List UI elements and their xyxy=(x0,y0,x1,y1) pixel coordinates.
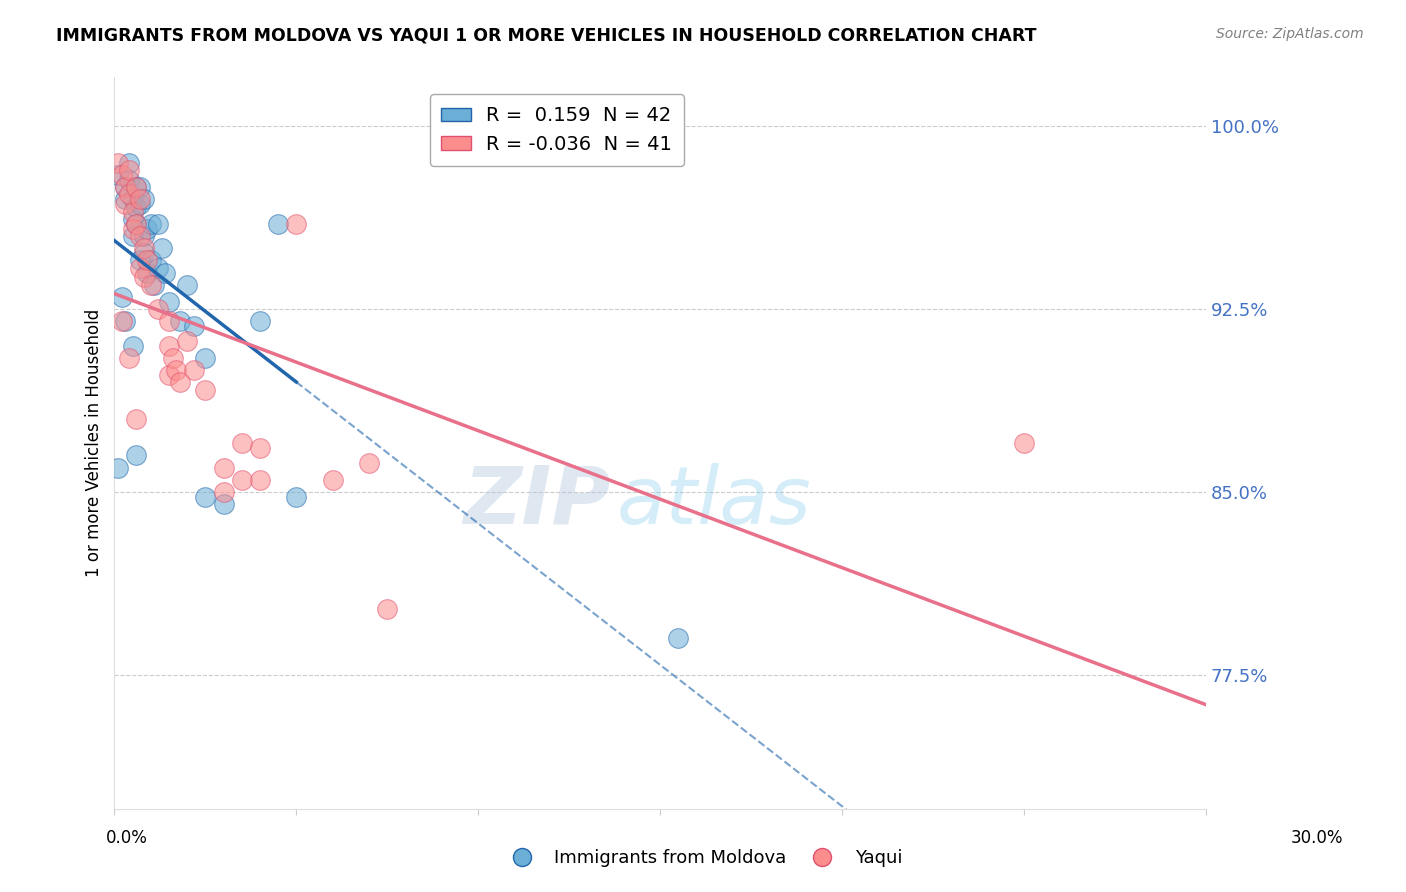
Point xyxy=(111,168,134,182)
Point xyxy=(231,436,253,450)
Point xyxy=(121,229,143,244)
Point xyxy=(107,155,129,169)
Point xyxy=(155,266,177,280)
Point xyxy=(118,163,141,178)
Text: Source: ZipAtlas.com: Source: ZipAtlas.com xyxy=(1216,27,1364,41)
Point xyxy=(212,460,235,475)
Point xyxy=(121,211,143,226)
Point xyxy=(157,294,180,309)
Point xyxy=(375,602,398,616)
Y-axis label: 1 or more Vehicles in Household: 1 or more Vehicles in Household xyxy=(86,310,103,577)
Point xyxy=(162,351,184,365)
Point xyxy=(125,412,148,426)
Point xyxy=(114,193,136,207)
Point xyxy=(107,460,129,475)
Point xyxy=(107,168,129,182)
Point xyxy=(212,497,235,511)
Point xyxy=(183,319,205,334)
Point xyxy=(1012,436,1035,450)
Point xyxy=(194,383,217,397)
Point xyxy=(128,197,150,211)
Point xyxy=(114,197,136,211)
Text: IMMIGRANTS FROM MOLDOVA VS YAQUI 1 OR MORE VEHICLES IN HOUSEHOLD CORRELATION CHA: IMMIGRANTS FROM MOLDOVA VS YAQUI 1 OR MO… xyxy=(56,27,1036,45)
Text: atlas: atlas xyxy=(616,463,811,541)
Point xyxy=(285,217,308,231)
Point xyxy=(322,473,344,487)
Point xyxy=(128,180,150,194)
Point xyxy=(139,277,162,292)
Point xyxy=(157,314,180,328)
Point xyxy=(125,217,148,231)
Point xyxy=(118,351,141,365)
Point xyxy=(157,368,180,382)
Point xyxy=(169,314,191,328)
Point xyxy=(136,253,159,268)
Point xyxy=(132,241,155,255)
Point xyxy=(114,314,136,328)
Point xyxy=(132,270,155,285)
Point xyxy=(146,217,169,231)
Legend: R =  0.159  N = 42, R = -0.036  N = 41: R = 0.159 N = 42, R = -0.036 N = 41 xyxy=(430,95,683,166)
Point xyxy=(132,246,155,260)
Point xyxy=(111,314,134,328)
Point xyxy=(132,229,155,244)
Point xyxy=(249,314,271,328)
Legend: Immigrants from Moldova, Yaqui: Immigrants from Moldova, Yaqui xyxy=(496,842,910,874)
Point xyxy=(136,221,159,235)
Point xyxy=(212,485,235,500)
Point xyxy=(139,253,162,268)
Point xyxy=(128,229,150,244)
Point xyxy=(111,290,134,304)
Point xyxy=(143,277,166,292)
Point xyxy=(125,180,148,194)
Point xyxy=(114,180,136,194)
Point xyxy=(666,632,689,646)
Point xyxy=(194,490,217,504)
Point xyxy=(146,302,169,317)
Point xyxy=(231,473,253,487)
Point xyxy=(121,221,143,235)
Point xyxy=(267,217,290,231)
Point xyxy=(132,193,155,207)
Point xyxy=(157,339,180,353)
Point xyxy=(118,155,141,169)
Point xyxy=(114,180,136,194)
Text: ZIP: ZIP xyxy=(464,463,612,541)
Point xyxy=(118,173,141,187)
Point xyxy=(121,204,143,219)
Point xyxy=(121,339,143,353)
Point xyxy=(125,180,148,194)
Point xyxy=(150,241,173,255)
Point xyxy=(165,363,187,377)
Text: 0.0%: 0.0% xyxy=(105,829,148,847)
Text: 30.0%: 30.0% xyxy=(1291,829,1343,847)
Point xyxy=(176,277,198,292)
Point xyxy=(194,351,217,365)
Point xyxy=(249,441,271,455)
Point xyxy=(128,193,150,207)
Point xyxy=(136,266,159,280)
Point xyxy=(125,217,148,231)
Point xyxy=(176,334,198,348)
Point xyxy=(183,363,205,377)
Point xyxy=(128,253,150,268)
Point xyxy=(357,456,380,470)
Point xyxy=(118,187,141,202)
Point xyxy=(128,260,150,275)
Point xyxy=(146,260,169,275)
Point xyxy=(169,376,191,390)
Point xyxy=(125,449,148,463)
Point xyxy=(121,193,143,207)
Point xyxy=(249,473,271,487)
Point xyxy=(125,200,148,214)
Point xyxy=(285,490,308,504)
Point xyxy=(139,217,162,231)
